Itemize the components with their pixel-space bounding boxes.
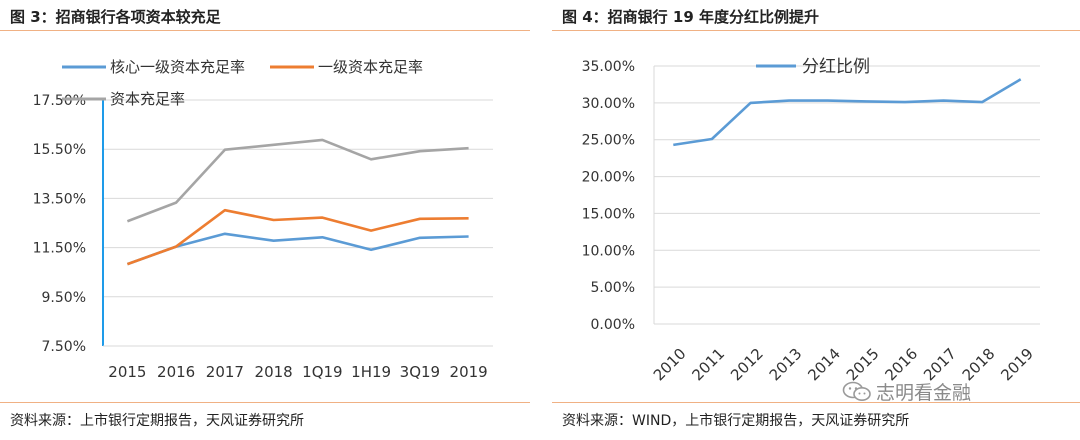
y-tick-label: 10.00%	[582, 243, 635, 259]
legend-label: 分红比例	[802, 57, 870, 77]
figure-3-source: 资料来源：上市银行定期报告，天风证券研究所	[10, 413, 304, 429]
x-tick-label: 2017	[206, 363, 244, 381]
figure-4-panel: 图 4：招商银行 19 年度分红比例提升 0.00% 5.00% 10.00% 15.…	[552, 0, 1080, 440]
x-tick-label: 1H19	[351, 363, 391, 381]
y-tick-label: 11.50%	[33, 241, 86, 257]
legend-label: 资本充足率	[110, 90, 185, 108]
figure-3-bottom-rule	[0, 402, 530, 403]
x-tick-label: 2011	[688, 345, 728, 385]
y-tick-label: 25.00%	[582, 133, 635, 149]
y-tick-label: 9.50%	[42, 290, 86, 306]
x-tick-label: 2010	[650, 345, 690, 385]
wechat-bubble-icon	[842, 381, 871, 401]
x-tick-label: 2014	[804, 345, 844, 385]
x-tick-label: 2019	[450, 363, 488, 381]
y-tick-label: 17.50%	[33, 93, 86, 109]
x-tick-label: 2016	[157, 363, 195, 381]
y-tick-label: 15.00%	[582, 206, 635, 222]
x-tick-label: 2012	[727, 345, 767, 385]
figure-4-source: 资料来源：WIND，上市银行定期报告，天风证券研究所	[562, 413, 910, 429]
figure-4-bottom-rule	[552, 402, 1080, 403]
y-tick-label: 0.00%	[591, 317, 635, 333]
y-tick-label: 20.00%	[582, 170, 635, 186]
y-tick-label: 15.50%	[33, 142, 86, 158]
capital-adequacy-chart: 7.50% 9.50% 11.50% 13.50% 15.50% 17.50% 2015 20…	[33, 58, 493, 381]
x-tick-label: 2019	[997, 345, 1037, 385]
dividend-ratio-chart: 0.00% 5.00% 10.00% 15.00% 20.00% 25.00% 30.00%…	[582, 57, 1040, 385]
legend-label: 一级资本充足率	[318, 58, 423, 76]
figure-4-top-rule	[552, 30, 1080, 31]
watermark: 志明看金融	[842, 378, 971, 405]
x-tick-label: 2013	[766, 345, 806, 385]
y-tick-label: 7.50%	[42, 339, 86, 355]
y-tick-label: 13.50%	[33, 191, 86, 207]
x-tick-label: 2018	[255, 363, 293, 381]
y-tick-label: 5.00%	[591, 280, 635, 296]
figure-3-title: 图 3：招商银行各项资本较充足	[10, 8, 221, 26]
figure-3-panel: 图 3：招商银行各项资本较充足 7.50% 9.50% 11.50% 13.50% 15…	[0, 0, 530, 440]
watermark-text: 志明看金融	[876, 382, 972, 404]
legend-label: 核心一级资本充足率	[110, 58, 245, 76]
series-line	[673, 78, 1022, 147]
y-tick-label: 35.00%	[582, 59, 635, 75]
series-line	[126, 232, 469, 266]
x-tick-label: 2015	[108, 363, 146, 381]
x-tick-label: 1Q19	[302, 363, 342, 381]
series-line	[126, 138, 469, 223]
figure-4-title: 图 4：招商银行 19 年度分红比例提升	[562, 8, 819, 26]
figure-3-top-rule	[0, 30, 530, 31]
x-tick-label: 3Q19	[400, 363, 440, 381]
y-tick-label: 30.00%	[582, 96, 635, 112]
series-line	[126, 208, 469, 266]
